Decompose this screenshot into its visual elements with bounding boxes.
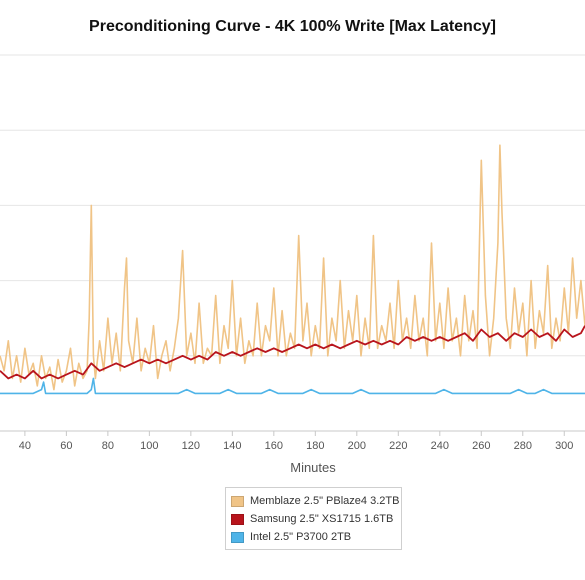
legend: Memblaze 2.5" PBlaze4 3.2TB Samsung 2.5"… [225, 487, 402, 550]
legend-label-samsung: Samsung 2.5" XS1715 1.6TB [250, 513, 394, 525]
x-tick-label-160: 160 [265, 440, 283, 452]
series-line-samsung [0, 325, 585, 380]
x-tick-label-140: 140 [223, 440, 241, 452]
x-tick-label-240: 240 [431, 440, 449, 452]
series-line-memblaze [0, 144, 585, 391]
x-tick-label-60: 60 [60, 440, 72, 452]
legend-swatch-memblaze [231, 495, 244, 507]
x-tick-label-300: 300 [555, 440, 573, 452]
x-tick-label-260: 260 [472, 440, 490, 452]
series-lines [0, 144, 585, 395]
series-line-intel [0, 377, 585, 395]
grid-lines [0, 54, 585, 357]
legend-item-memblaze[interactable]: Memblaze 2.5" PBlaze4 3.2TB [226, 492, 401, 510]
x-tick-label-180: 180 [306, 440, 324, 452]
legend-item-samsung[interactable]: Samsung 2.5" XS1715 1.6TB [226, 510, 401, 528]
x-tick-label-80: 80 [102, 440, 114, 452]
x-tick-label-280: 280 [514, 440, 532, 452]
x-tick-label-200: 200 [348, 440, 366, 452]
x-tick-label-40: 40 [19, 440, 31, 452]
x-tick-label-220: 220 [389, 440, 407, 452]
legend-label-intel: Intel 2.5" P3700 2TB [250, 531, 352, 543]
x-axis-label: Minutes [290, 460, 336, 475]
legend-item-intel[interactable]: Intel 2.5" P3700 2TB [226, 528, 401, 546]
legend-label-memblaze: Memblaze 2.5" PBlaze4 3.2TB [250, 495, 400, 507]
legend-swatch-samsung [231, 513, 244, 525]
x-tick-label-100: 100 [140, 440, 158, 452]
chart-title: Preconditioning Curve - 4K 100% Write [M… [89, 18, 496, 35]
legend-swatch-intel [231, 531, 244, 543]
x-tick-label-120: 120 [182, 440, 200, 452]
x-axis: 40 60 80 100 120 140 160 180 200 220 240 260 280 300 [0, 430, 585, 452]
